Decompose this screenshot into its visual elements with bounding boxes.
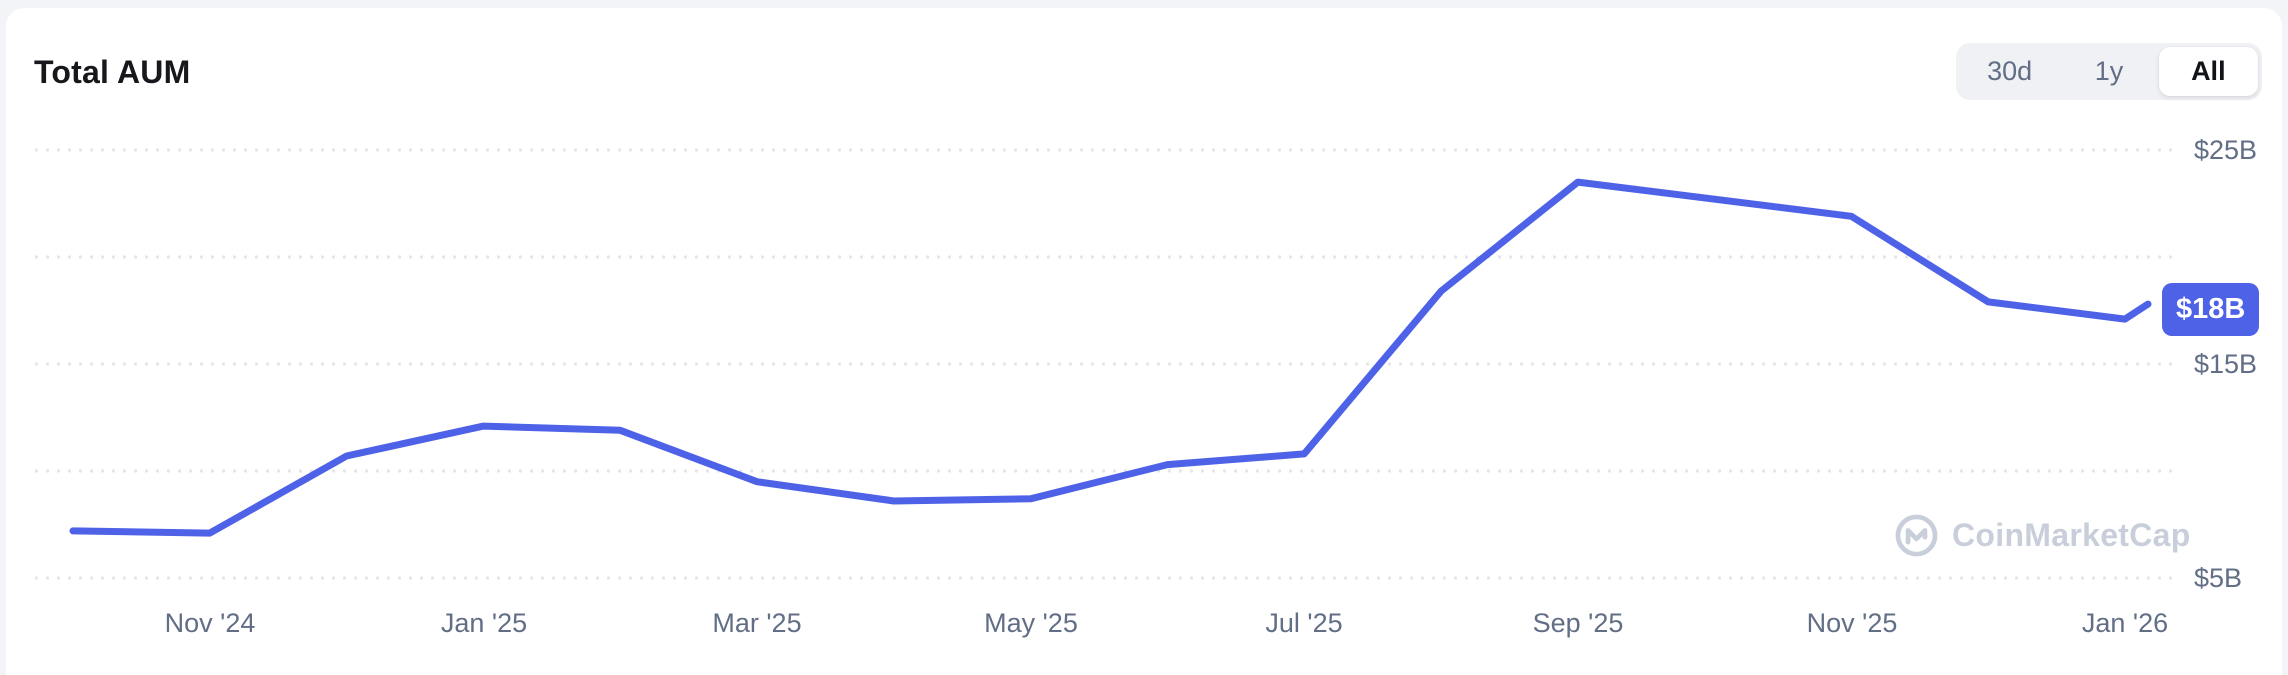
y-axis-tick-15b: $15B (2194, 349, 2258, 379)
x-axis-tick-jan26: Jan '26 (2081, 608, 2169, 638)
timeframe-selector: 30d 1y All (1956, 43, 2262, 100)
chart-card (6, 8, 2282, 675)
timeframe-button-30d[interactable]: 30d (1960, 47, 2059, 96)
x-axis-tick-nov25: Nov '25 (1806, 608, 1898, 638)
watermark-label: CoinMarketCap (1952, 517, 2191, 553)
watermark: CoinMarketCap (1894, 513, 2191, 558)
coinmarketcap-logo-icon (1895, 514, 1938, 557)
x-axis-tick-jul25: Jul '25 (1265, 608, 1343, 638)
x-axis-tick-sep25: Sep '25 (1532, 608, 1624, 638)
aum-series-line (69, 178, 2152, 537)
x-axis-tick-may25: May '25 (984, 608, 1078, 638)
current-value-badge: $18B (2162, 283, 2260, 336)
x-axis-tick-mar25: Mar '25 (712, 608, 802, 638)
page-title: Total AUM (34, 54, 191, 90)
x-axis-tick-jan25: Jan '25 (440, 608, 528, 638)
x-axis-tick-nov24: Nov '24 (164, 608, 256, 638)
y-axis-tick-5b: $5B (2194, 563, 2243, 593)
y-axis-tick-25b: $25B (2194, 135, 2258, 165)
timeframe-button-all[interactable]: All (2158, 47, 2258, 96)
timeframe-button-1y[interactable]: 1y (2059, 47, 2158, 96)
